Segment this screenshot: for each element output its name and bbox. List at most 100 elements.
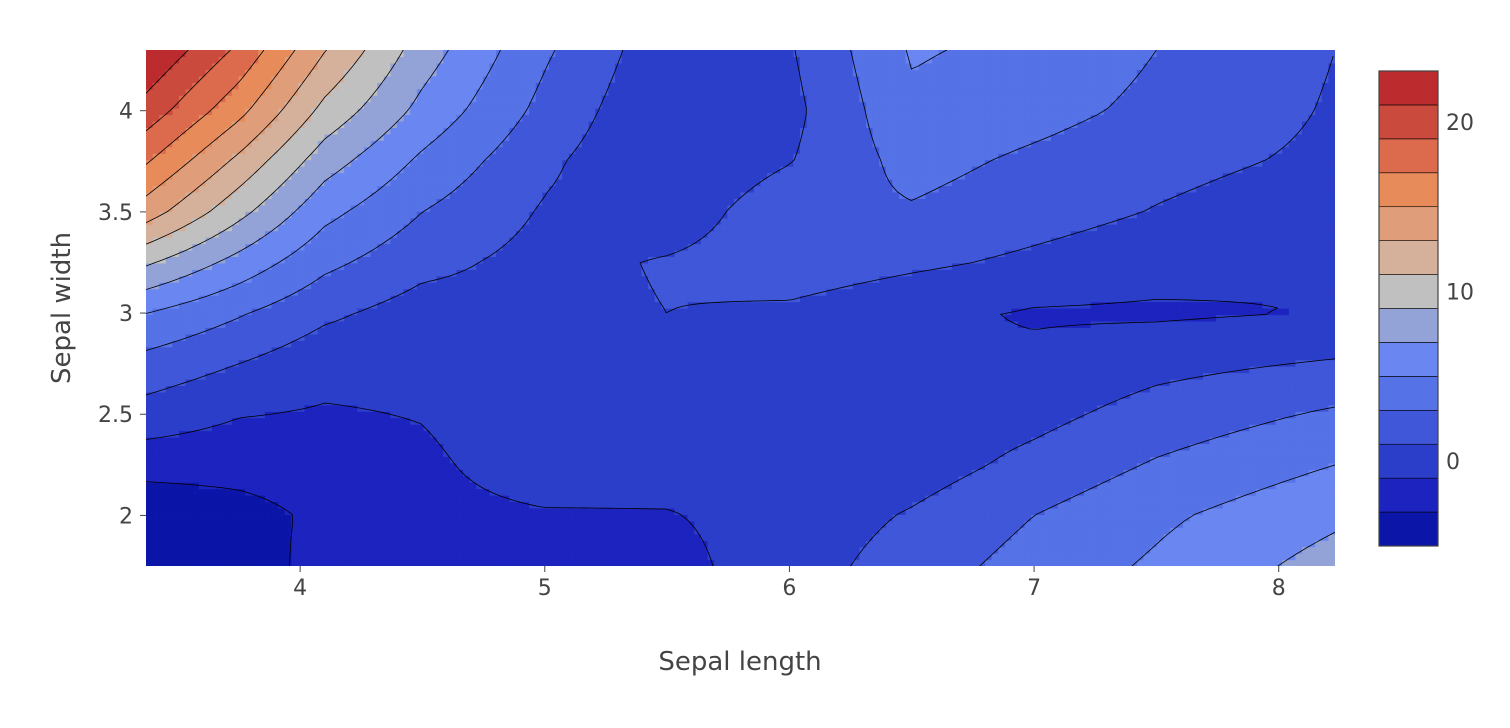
contour-cell: [384, 443, 391, 450]
contour-cell: [919, 469, 926, 476]
contour-cell: [1295, 540, 1302, 547]
contour-cell: [734, 502, 741, 509]
contour-cell: [622, 508, 629, 515]
contour-cell: [470, 527, 477, 534]
contour-cell: [1262, 469, 1269, 476]
contour-cell: [172, 560, 179, 567]
contour-cell: [906, 424, 913, 431]
contour-cell: [1110, 540, 1117, 547]
contour-cell: [589, 540, 596, 547]
contour-cell: [1309, 476, 1316, 483]
contour-cell: [1249, 534, 1256, 541]
contour-cell: [252, 547, 259, 554]
contour-cell: [423, 521, 430, 528]
contour-cell: [939, 540, 946, 547]
contour-cell: [602, 411, 609, 418]
contour-cell: [925, 456, 932, 463]
contour-cell: [1018, 450, 1025, 457]
contour-cell: [1209, 540, 1216, 547]
contour-cell: [1097, 443, 1104, 450]
contour-cell: [344, 469, 351, 476]
contour-cell: [1005, 502, 1012, 509]
contour-cell: [172, 534, 179, 541]
contour-cell: [331, 482, 338, 489]
contour-cell: [516, 385, 523, 392]
contour-cell: [780, 385, 787, 392]
contour-cell: [628, 418, 635, 425]
contour-cell: [503, 514, 510, 521]
contour-cell: [635, 514, 642, 521]
contour-cell: [741, 521, 748, 528]
contour-cell: [1196, 547, 1203, 554]
contour-cell: [1025, 392, 1032, 399]
contour-cell: [780, 456, 787, 463]
contour-cell: [873, 469, 880, 476]
contour-cell: [516, 411, 523, 418]
contour-cell: [622, 431, 629, 438]
contour-cell: [820, 547, 827, 554]
contour-cell: [1256, 482, 1263, 489]
contour-cell: [357, 411, 364, 418]
contour-cell: [225, 443, 232, 450]
contour-cell: [1209, 424, 1216, 431]
contour-cell: [952, 456, 959, 463]
contour-cell: [384, 469, 391, 476]
contour-cell: [192, 437, 199, 444]
contour-cell: [1091, 534, 1098, 541]
contour-cell: [589, 437, 596, 444]
contour-cell: [1302, 450, 1309, 457]
contour-cell: [305, 424, 312, 431]
contour-cell: [225, 547, 232, 554]
contour-cell: [1269, 560, 1276, 567]
contour-cell: [219, 385, 226, 392]
contour-cell: [305, 540, 312, 547]
contour-cell: [899, 463, 906, 470]
contour-cell: [807, 508, 814, 515]
contour-cell: [1025, 385, 1032, 392]
contour-cell: [992, 450, 999, 457]
contour-cell: [503, 489, 510, 496]
contour-cell: [760, 508, 767, 515]
contour-cell: [298, 560, 305, 567]
contour-cell: [1216, 553, 1223, 560]
contour-cell: [489, 534, 496, 541]
contour-cell: [298, 514, 305, 521]
contour-cell: [813, 495, 820, 502]
contour-cell: [892, 463, 899, 470]
contour-cell: [1157, 502, 1164, 509]
contour-cell: [443, 482, 450, 489]
contour-cell: [219, 443, 226, 450]
contour-cell: [179, 418, 186, 425]
contour-cell: [899, 418, 906, 425]
contour-cell: [721, 534, 728, 541]
contour-cell: [569, 547, 576, 554]
contour-cell: [1084, 508, 1091, 515]
contour-cell: [840, 469, 847, 476]
contour-cell: [1025, 534, 1032, 541]
contour-cell: [159, 514, 166, 521]
contour-cell: [232, 385, 239, 392]
contour-cell: [298, 482, 305, 489]
contour-cell: [1051, 521, 1058, 528]
contour-cell: [892, 398, 899, 405]
contour-cell: [1295, 431, 1302, 438]
contour-cell: [1190, 418, 1197, 425]
contour-cell: [701, 405, 708, 412]
contour-cell: [489, 398, 496, 405]
contour-cell: [1011, 476, 1018, 483]
contour-cell: [1104, 527, 1111, 534]
contour-cell: [1216, 482, 1223, 489]
contour-cell: [1262, 437, 1269, 444]
contour-cell: [562, 560, 569, 567]
contour-cell: [556, 469, 563, 476]
contour-cell: [641, 560, 648, 567]
contour-cell: [668, 495, 675, 502]
contour-cell: [985, 495, 992, 502]
contour-cell: [760, 456, 767, 463]
contour-cell: [1051, 534, 1058, 541]
contour-cell: [1328, 482, 1335, 489]
contour-cell: [1044, 418, 1051, 425]
contour-cell: [437, 553, 444, 560]
contour-cell: [648, 398, 655, 405]
contour-cell: [608, 443, 615, 450]
